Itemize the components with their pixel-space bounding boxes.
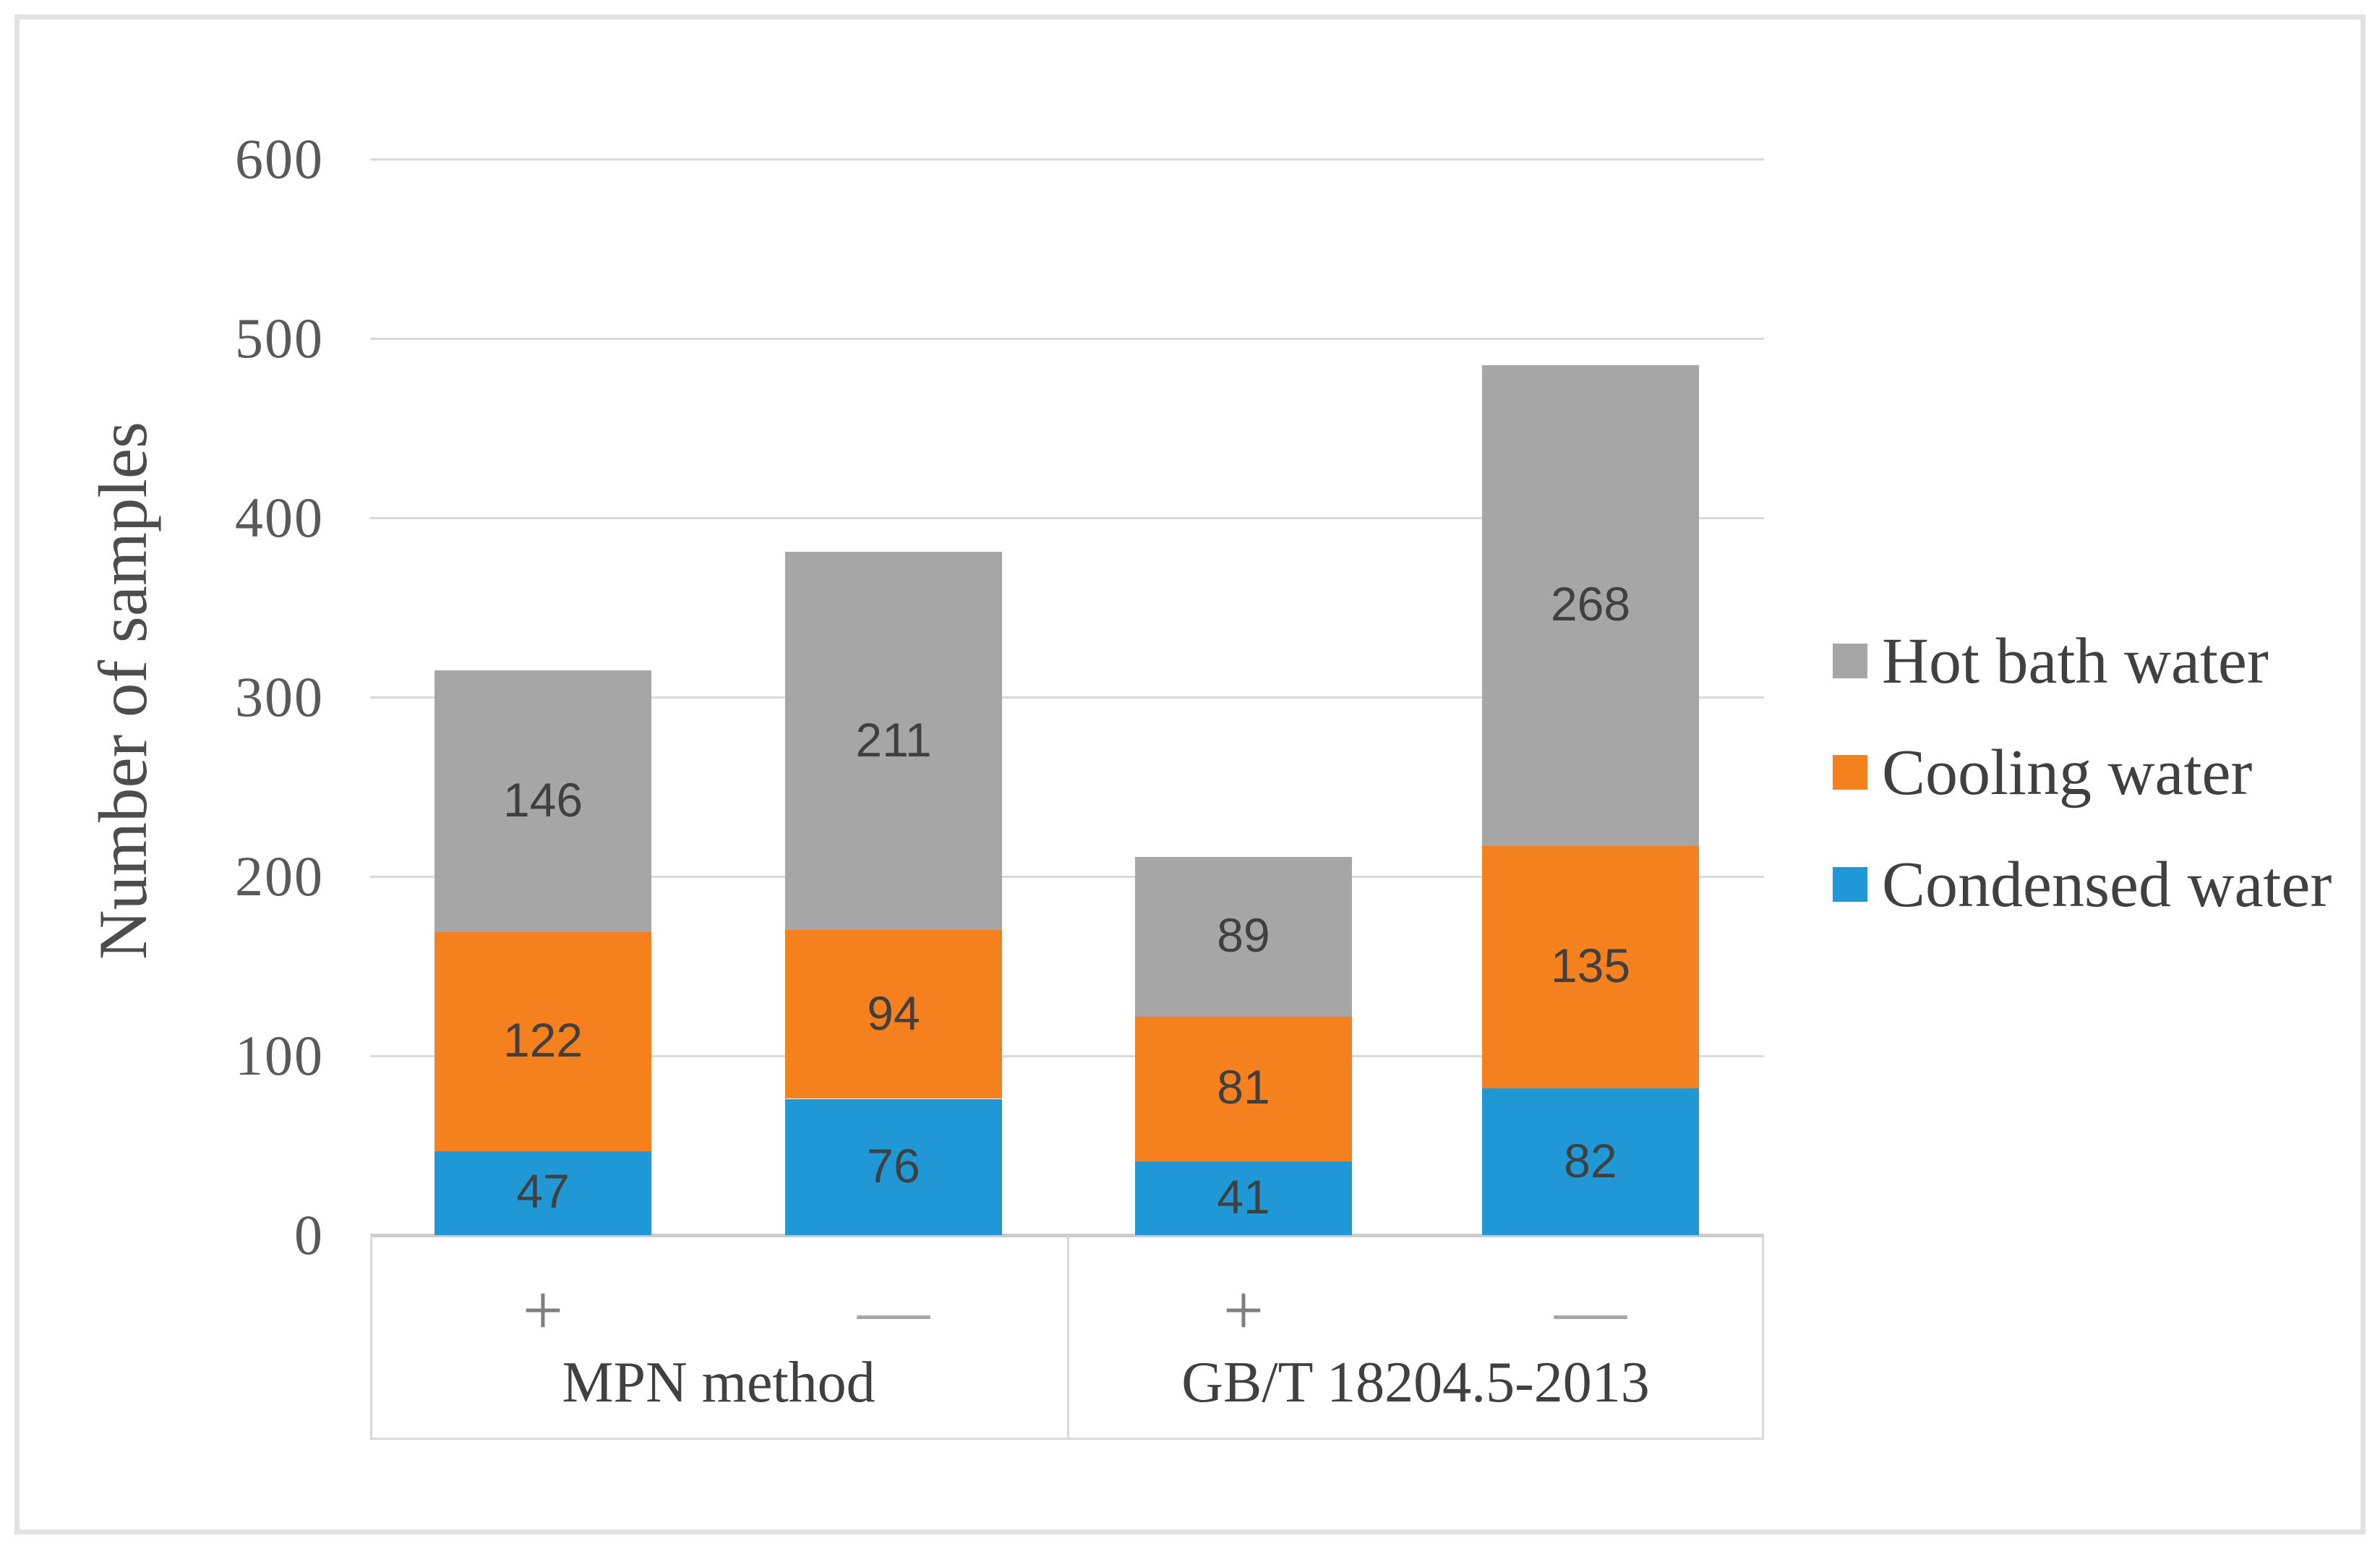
bar-segment-value: 146 <box>502 773 583 827</box>
bar-segment-value: 82 <box>1564 1134 1617 1187</box>
category-sublabel: — <box>1554 1270 1627 1350</box>
legend-item: Cooling water <box>1833 729 2252 816</box>
y-tick-label: 0 <box>294 1203 324 1266</box>
bar-segment-value: 94 <box>867 986 920 1040</box>
bar-segment: 41 <box>1135 1161 1352 1235</box>
y-tick-label: 200 <box>235 845 324 908</box>
bar-segment: 76 <box>785 1099 1002 1235</box>
category-group-label: GB/T 18204.5-2013 <box>1181 1351 1650 1414</box>
bar-segment: 146 <box>435 670 651 932</box>
category-sublabel: — <box>857 1270 930 1350</box>
category-sublabel: + <box>1223 1270 1264 1350</box>
bar-segment: 81 <box>1135 1016 1352 1161</box>
category-box-right-border <box>1762 1235 1764 1438</box>
bar-segment-value: 89 <box>1217 908 1270 962</box>
y-tick-label: 300 <box>235 665 324 728</box>
bar-segment: 135 <box>1482 846 1699 1088</box>
bar-segment: 47 <box>435 1151 651 1235</box>
bar-segment: 89 <box>1135 857 1352 1017</box>
legend-label: Cooling water <box>1882 736 2253 808</box>
bar-segment: 268 <box>1482 365 1699 846</box>
legend-swatch-condensed-water <box>1833 867 1867 902</box>
bar-segment: 82 <box>1482 1088 1699 1235</box>
legend-swatch-cooling-water <box>1833 755 1867 790</box>
category-group-divider <box>1067 1235 1069 1438</box>
y-tick-label: 100 <box>235 1024 324 1087</box>
figure-border <box>14 14 2366 1535</box>
legend-label: Condensed water <box>1882 848 2332 921</box>
legend-item: Hot bath water <box>1833 618 2269 704</box>
gridline <box>370 517 1764 519</box>
gridline <box>370 158 1764 161</box>
bar-segment-value: 135 <box>1550 939 1631 992</box>
gridline <box>370 338 1764 340</box>
legend-swatch-hot-bath-water <box>1833 644 1867 678</box>
gridline <box>370 876 1764 878</box>
category-box-left-border <box>370 1235 372 1438</box>
category-group-label: MPN method <box>562 1351 876 1414</box>
y-tick-label: 400 <box>235 486 324 549</box>
bar-segment-value: 122 <box>502 1013 583 1067</box>
bar-segment: 211 <box>785 552 1002 930</box>
bar-segment-value: 41 <box>1217 1170 1270 1224</box>
legend-label: Hot bath water <box>1882 625 2269 697</box>
y-tick-label: 500 <box>235 307 324 370</box>
bar-segment-value: 81 <box>1217 1060 1270 1114</box>
bar-segment: 94 <box>785 930 1002 1098</box>
bar-segment-value: 211 <box>855 713 932 767</box>
bar-segment-value: 47 <box>516 1164 570 1218</box>
gridline <box>370 696 1764 699</box>
bar-segment-value: 76 <box>867 1139 920 1192</box>
bar-segment: 122 <box>435 932 651 1151</box>
category-box-bottom-border <box>370 1438 1764 1440</box>
gridline <box>370 1055 1764 1057</box>
category-sublabel: + <box>522 1270 564 1350</box>
legend-item: Condensed water <box>1833 841 2332 928</box>
bar-segment-value: 268 <box>1550 577 1631 631</box>
y-tick-label: 600 <box>235 127 324 190</box>
